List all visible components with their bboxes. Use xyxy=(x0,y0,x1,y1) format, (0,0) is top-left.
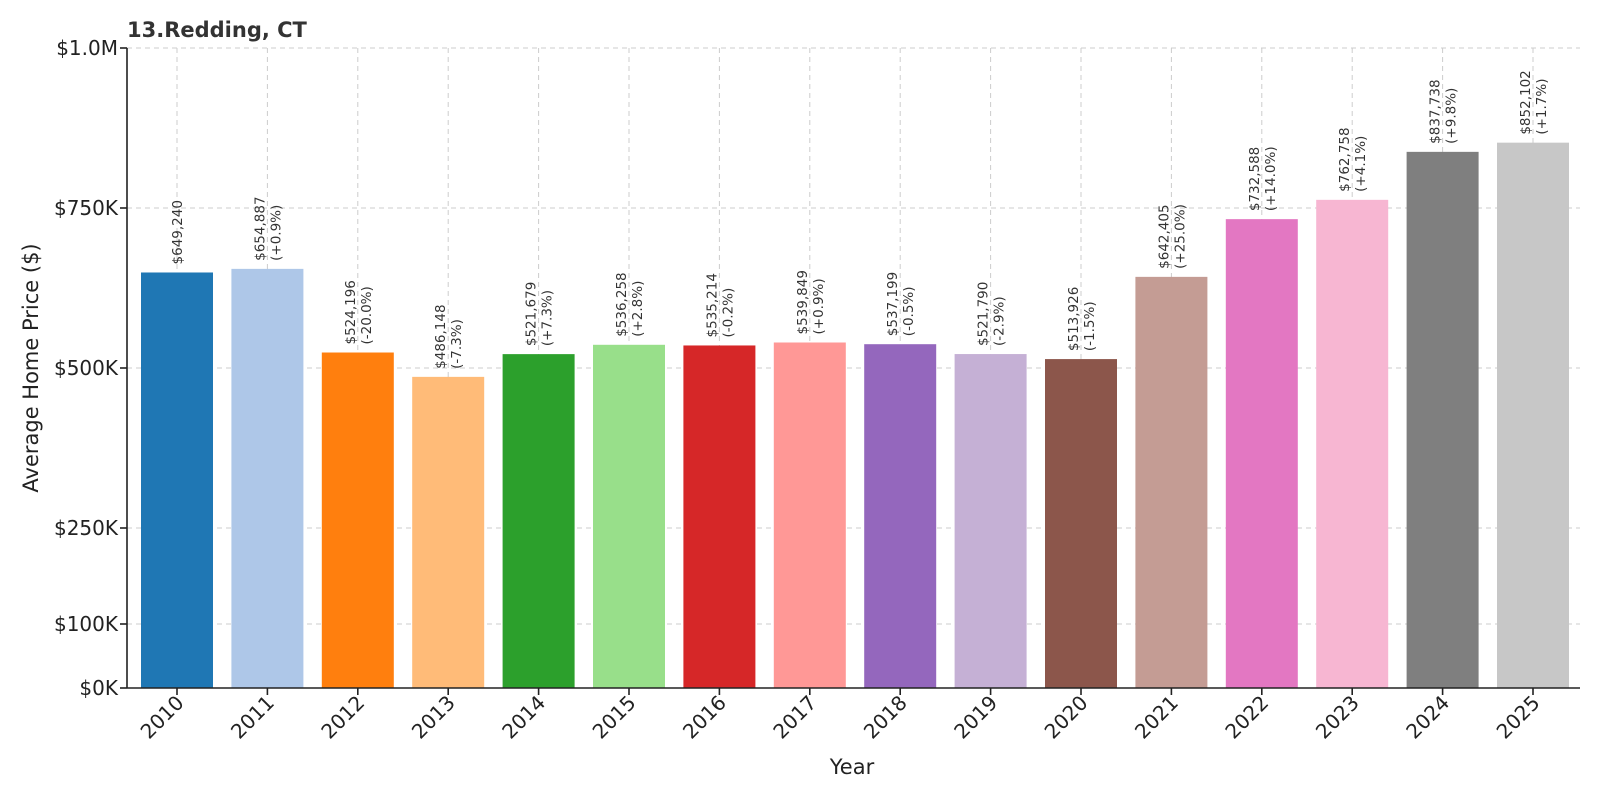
x-tick-label-2019: 2019 xyxy=(949,691,1002,744)
x-tick-label-2015: 2015 xyxy=(588,691,641,744)
y-tick-label: $750K xyxy=(54,196,119,220)
bar-price-label: $642,405 xyxy=(1156,204,1172,268)
bar-labels: $649,240 $654,887 (+0.9%)$524,196 (-20.0%) $… xyxy=(170,70,1550,369)
bar-2014 xyxy=(502,354,575,688)
x-tick-label-2012: 2012 xyxy=(316,691,369,744)
bar-label-2025: $852,102 (+1.7%) xyxy=(1518,70,1550,134)
bar-label-2017: $539,849 (+0.9%) xyxy=(795,270,827,334)
bar-change-label: (+4.1%) xyxy=(1353,136,1369,192)
x-tick-labels: 2010 2011 2012 2013 2014 2015 2016 2017 2018 2019… xyxy=(136,691,1545,744)
bar-change-label: (+25.0%) xyxy=(1172,204,1188,269)
bar-price-label: $852,102 xyxy=(1518,70,1534,134)
bar-2015 xyxy=(593,344,665,688)
x-tick-label-2018: 2018 xyxy=(859,691,912,744)
chart-title: 13.Redding, CT xyxy=(127,18,308,42)
bar-label-2011: $654,887 (+0.9%) xyxy=(252,196,284,260)
x-axis-label: Year xyxy=(829,755,875,779)
bar-label-2020: $513,926 (-1.5%) xyxy=(1066,287,1098,351)
bar-change-label: (-7.3%) xyxy=(449,319,465,369)
bar-change-label: (-20.0%) xyxy=(359,286,375,344)
x-tick-label-2024: 2024 xyxy=(1401,691,1454,744)
bar-label-2013: $486,148 (-7.3%) xyxy=(433,304,465,368)
bar-change-label: (+0.9%) xyxy=(811,278,827,334)
bar-price-label: $654,887 xyxy=(252,196,268,260)
bar-label-2023: $762,758 (+4.1%) xyxy=(1337,127,1369,191)
bar-label-2014: $521,679 (+7.3%) xyxy=(524,282,556,346)
bar-label-2022: $732,588 (+14.0%) xyxy=(1247,146,1279,211)
bar-price-label: $539,849 xyxy=(795,270,811,334)
bar-2019 xyxy=(954,354,1027,688)
bar-price-label: $521,679 xyxy=(524,282,540,346)
x-tick-label-2025: 2025 xyxy=(1492,691,1545,744)
bar-change-label: (+14.0%) xyxy=(1263,146,1279,211)
y-axis-label: Average Home Price ($) xyxy=(19,243,43,492)
bar-2010 xyxy=(141,272,213,688)
bar-price-label: $537,199 xyxy=(885,272,901,336)
y-tick-labels: $0K $100K $250K $500K $750K $1.0M xyxy=(54,36,119,700)
bar-price-label: $732,588 xyxy=(1247,147,1263,211)
bar-change-label: (-0.2%) xyxy=(720,288,736,338)
bar-label-2018: $537,199 (-0.5%) xyxy=(885,272,917,336)
y-tick-label: $100K xyxy=(54,612,119,636)
bar-price-label: $513,926 xyxy=(1066,287,1082,351)
bar-change-label: (-1.5%) xyxy=(1082,301,1098,351)
bar-price-label: $536,258 xyxy=(614,272,630,336)
bars xyxy=(141,142,1569,689)
y-tick-label: $0K xyxy=(79,676,118,700)
bar-price-label: $524,196 xyxy=(343,280,359,344)
x-tick-label-2021: 2021 xyxy=(1130,691,1183,744)
x-tick-label-2017: 2017 xyxy=(768,691,821,744)
x-tick-label-2013: 2013 xyxy=(407,691,460,744)
bar-label-2010: $649,240 xyxy=(170,200,186,264)
bar-price-label: $762,758 xyxy=(1337,127,1353,191)
y-tick-label: $250K xyxy=(54,516,119,540)
bar-price-label: $486,148 xyxy=(433,304,449,368)
bar-label-2024: $837,738 (+9.8%) xyxy=(1428,79,1460,143)
bar-change-label: (-2.9%) xyxy=(992,296,1008,346)
bar-change-label: (+2.8%) xyxy=(630,281,646,337)
x-tick-label-2020: 2020 xyxy=(1040,691,1093,744)
x-tick-label-2011: 2011 xyxy=(226,691,279,744)
x-tick-label-2010: 2010 xyxy=(136,691,189,744)
bar-2021 xyxy=(1135,276,1208,688)
x-tick-label-2022: 2022 xyxy=(1220,691,1273,744)
bar-2018 xyxy=(864,344,937,688)
x-tick-label-2016: 2016 xyxy=(678,691,731,744)
x-tick-label-2014: 2014 xyxy=(497,691,550,744)
bar-2011 xyxy=(231,268,304,688)
bar-price-label: $521,790 xyxy=(976,282,992,346)
bar-label-2019: $521,790 (-2.9%) xyxy=(976,282,1008,346)
bar-2025 xyxy=(1497,142,1569,688)
bar-label-2021: $642,405 (+25.0%) xyxy=(1156,204,1188,269)
x-tick-label-2023: 2023 xyxy=(1311,691,1364,744)
bar-2012 xyxy=(321,352,394,688)
bar-price-label: $837,738 xyxy=(1428,79,1444,143)
bar-price-label: $535,214 xyxy=(704,273,720,337)
bar-2017 xyxy=(773,342,846,688)
bar-change-label: (+1.7%) xyxy=(1534,78,1550,134)
y-tick-label: $500K xyxy=(54,356,119,380)
bar-change-label: (-0.5%) xyxy=(901,286,917,336)
bar-2016 xyxy=(683,345,756,688)
axes xyxy=(120,47,1580,695)
bar-label-2012: $524,196 (-20.0%) xyxy=(343,280,375,344)
bar-price-label: $649,240 xyxy=(170,200,186,264)
bar-2023 xyxy=(1316,199,1389,688)
bar-label-2015: $536,258 (+2.8%) xyxy=(614,272,646,336)
bar-change-label: (+9.8%) xyxy=(1444,88,1460,144)
bar-label-2016: $535,214 (-0.2%) xyxy=(704,273,736,337)
y-tick-label: $1.0M xyxy=(56,36,118,60)
bar-2024 xyxy=(1406,151,1479,689)
bar-change-label: (+7.3%) xyxy=(540,290,556,346)
bar-2020 xyxy=(1045,359,1117,688)
bar-2022 xyxy=(1225,219,1298,688)
bar-change-label: (+0.9%) xyxy=(268,205,284,261)
bar-2013 xyxy=(412,376,485,688)
